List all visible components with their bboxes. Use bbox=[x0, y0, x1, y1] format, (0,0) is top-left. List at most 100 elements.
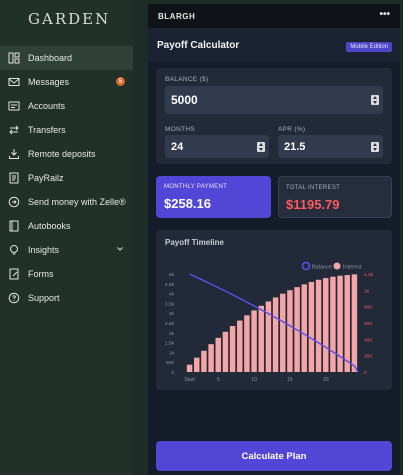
apr-stepper[interactable] bbox=[371, 141, 379, 152]
y-right-tick-label: 600 bbox=[364, 321, 372, 327]
interest-bar bbox=[201, 350, 207, 372]
interest-bar bbox=[244, 315, 250, 372]
payoff-calculator-panel: BLARGH ••• Payoff Calculator Mobile Edit… bbox=[148, 4, 400, 475]
interest-bar bbox=[186, 364, 193, 372]
x-tick-label: Start bbox=[184, 377, 195, 383]
payoff-timeline-chart: Balance Interest 0 500 1k 1.5k 2k 2.5k 3k 3.5k 4k 4… bbox=[165, 261, 374, 383]
interest-bar bbox=[237, 320, 243, 372]
total-interest-card: TOTAL INTEREST $1195.79 bbox=[278, 176, 392, 218]
sidebar-item-label: Accounts bbox=[28, 101, 66, 111]
interest-bar bbox=[287, 290, 293, 372]
months-value: 24 bbox=[171, 140, 184, 153]
sidebar-nav: Dashboard Messages 5 Accounts Transfers … bbox=[0, 46, 133, 310]
sidebar-item-dashboard[interactable]: Dashboard bbox=[0, 46, 133, 70]
sidebar-item-forms[interactable]: Forms bbox=[0, 262, 133, 286]
months-label: MONTHS bbox=[165, 126, 195, 133]
brand-logo: GARDEN bbox=[28, 10, 111, 28]
sidebar-item-transfers[interactable]: Transfers bbox=[0, 118, 133, 142]
y-right-tick-label: 0 bbox=[364, 370, 367, 376]
months-stepper[interactable] bbox=[257, 141, 265, 152]
interest-bar bbox=[215, 337, 221, 372]
apr-label: APR (%) bbox=[278, 126, 306, 133]
sidebar-item-insights[interactable]: Insights bbox=[0, 238, 133, 262]
balance-value: 5000 bbox=[171, 93, 198, 107]
more-menu-icon[interactable]: ••• bbox=[379, 9, 390, 20]
balance-line bbox=[189, 273, 359, 373]
y-right-tick-label: 1k bbox=[364, 288, 370, 294]
apr-input[interactable]: 21.5 bbox=[278, 135, 383, 158]
y-left-tick-label: 1.5k bbox=[165, 341, 175, 347]
panel-header: BLARGH bbox=[148, 4, 400, 28]
sidebar-item-messages[interactable]: Messages 5 bbox=[0, 70, 133, 94]
chart-title: Payoff Timeline bbox=[165, 238, 224, 247]
sidebar-item-label: Dashboard bbox=[28, 53, 73, 63]
y-left-tick-label: 500 bbox=[166, 360, 174, 366]
sidebar-item-accounts[interactable]: Accounts bbox=[0, 94, 133, 118]
interest-bar bbox=[315, 279, 322, 372]
sidebar-item-label: Forms bbox=[28, 269, 54, 279]
legend-interest-label: Interest bbox=[343, 265, 362, 271]
sidebar-item-label: Autobooks bbox=[28, 221, 71, 231]
y-left-tick-label: 4.5k bbox=[165, 282, 175, 288]
y-left-tick-label: 4k bbox=[169, 292, 175, 298]
y-right-tick-label: 1.2k bbox=[364, 272, 374, 278]
sidebar-item-support[interactable]: Support bbox=[0, 286, 133, 310]
document-icon bbox=[8, 172, 20, 184]
mail-icon bbox=[8, 76, 20, 88]
inputs-card: BALANCE ($) 5000 MONTHS 24 APR (%) 21.5 bbox=[156, 68, 392, 164]
y-left-tick-label: 0 bbox=[171, 370, 174, 376]
interest-bar bbox=[337, 275, 343, 372]
interest-bar bbox=[229, 326, 236, 372]
monthly-payment-card: MONTHLY PAYMENT $258.16 bbox=[156, 176, 271, 218]
sidebar-item-label: PayRailz bbox=[28, 173, 64, 183]
x-tick-label: 10 bbox=[251, 377, 257, 383]
total-interest-value: $1195.79 bbox=[286, 197, 340, 212]
balance-label: BALANCE ($) bbox=[165, 76, 209, 83]
book-icon bbox=[8, 220, 20, 232]
payoff-timeline-card: Payoff Timeline Balance Interest 0 500 1k 1.5… bbox=[156, 230, 392, 390]
y-left-tick-label: 3k bbox=[169, 311, 175, 317]
interest-bar bbox=[280, 293, 286, 372]
balance-input[interactable]: 5000 bbox=[165, 86, 383, 114]
apr-value: 21.5 bbox=[284, 140, 306, 153]
interest-bar bbox=[330, 276, 336, 372]
sidebar-item-label: Support bbox=[28, 293, 60, 303]
interest-bar bbox=[344, 275, 350, 372]
y-left-tick-label: 3.5k bbox=[165, 301, 175, 307]
dashboard-icon bbox=[8, 52, 20, 64]
unread-badge: 5 bbox=[116, 77, 125, 86]
y-right-tick-label: 800 bbox=[364, 305, 372, 311]
interest-bar bbox=[251, 310, 257, 372]
sidebar-item-remote-deposits[interactable]: Remote deposits bbox=[0, 142, 133, 166]
x-tick-label: 15 bbox=[287, 377, 293, 383]
interest-bar bbox=[194, 357, 200, 372]
form-icon bbox=[8, 268, 20, 280]
calculate-plan-button[interactable]: Calculate Plan bbox=[156, 441, 392, 471]
interest-bar bbox=[301, 284, 307, 372]
balance-stepper[interactable] bbox=[371, 95, 379, 105]
page-title: Payoff Calculator bbox=[157, 39, 240, 51]
monthly-payment-value: $258.16 bbox=[164, 196, 211, 211]
y-right-tick-label: 400 bbox=[364, 337, 372, 343]
accounts-icon bbox=[8, 100, 20, 112]
sidebar-item-zelle[interactable]: Send money with Zelle® bbox=[0, 190, 133, 214]
sidebar-item-label: Send money with Zelle® bbox=[28, 197, 126, 207]
interest-bar bbox=[308, 281, 315, 372]
legend-balance-label: Balance bbox=[312, 265, 332, 271]
lightbulb-icon bbox=[8, 244, 20, 256]
download-icon bbox=[8, 148, 20, 160]
help-icon bbox=[8, 292, 20, 304]
y-right-tick-label: 200 bbox=[364, 354, 372, 360]
months-input[interactable]: 24 bbox=[165, 135, 269, 158]
legend-interest-marker bbox=[333, 262, 341, 270]
interest-bar bbox=[351, 274, 358, 372]
sidebar: GARDEN Dashboard Messages 5 Accounts Tra… bbox=[0, 0, 133, 475]
x-tick-label: 5 bbox=[217, 377, 220, 383]
legend-balance-marker bbox=[301, 261, 311, 271]
y-left-tick-label: 5k bbox=[169, 272, 175, 278]
sidebar-item-autobooks[interactable]: Autobooks bbox=[0, 214, 133, 238]
sidebar-item-payrailz[interactable]: PayRailz bbox=[0, 166, 133, 190]
interest-bar bbox=[272, 297, 279, 372]
panel-header-title: BLARGH bbox=[158, 11, 196, 21]
chevron-down-icon[interactable] bbox=[116, 245, 124, 253]
